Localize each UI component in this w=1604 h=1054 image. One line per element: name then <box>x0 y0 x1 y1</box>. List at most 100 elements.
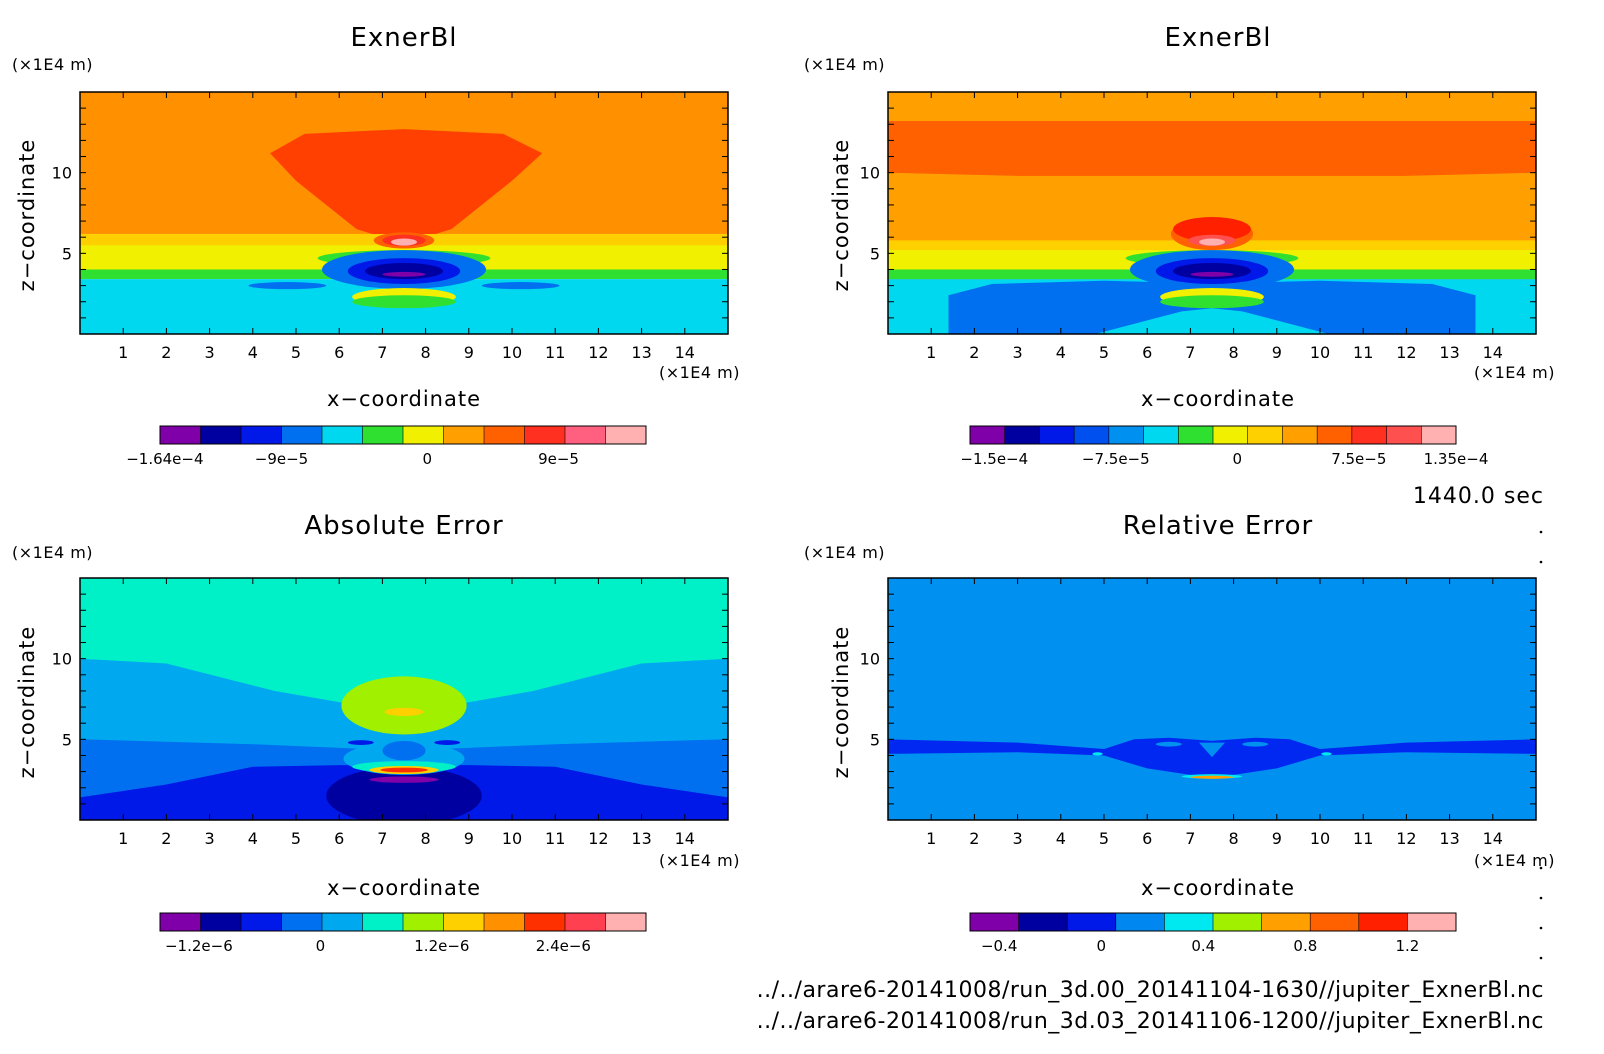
x-tick-label: 2 <box>161 343 171 362</box>
colorbar-swatch <box>1067 913 1117 931</box>
x-tick-label: 4 <box>1056 343 1066 362</box>
colorbar-swatch <box>1421 426 1457 444</box>
colorbar-swatch <box>524 913 566 931</box>
y-tick-label: 10 <box>52 164 72 183</box>
contour-blob <box>1321 752 1332 756</box>
x-tick-label: 11 <box>1353 829 1373 848</box>
x-tick-label: 7 <box>377 343 387 362</box>
panel-title: ExnerBl <box>1164 23 1271 53</box>
colorbar-swatch <box>605 913 647 931</box>
x-tick-label: 8 <box>1229 343 1239 362</box>
x-tick-label: 1 <box>926 829 936 848</box>
colorbar-swatch <box>362 913 404 931</box>
contour-region <box>1199 742 1225 758</box>
panel-title: Absolute Error <box>304 511 503 541</box>
contour-blob <box>352 295 456 309</box>
contour-blob <box>384 707 424 716</box>
x-tick-label: 8 <box>1229 829 1239 848</box>
colorbar-swatch <box>1358 913 1408 931</box>
contour-band <box>888 578 1536 820</box>
colorbar-swatch <box>241 426 282 444</box>
x-tick-label: 3 <box>205 829 215 848</box>
x-tick-label: 12 <box>1396 343 1416 362</box>
plot-frame <box>887 577 1537 821</box>
y-tick-label: 5 <box>62 244 72 263</box>
contour-fill <box>888 92 1536 334</box>
colorbar-swatch <box>1004 426 1040 444</box>
x-tick-label: 1 <box>118 343 128 362</box>
colorbar-swatch <box>1282 426 1318 444</box>
x-tick-label: 13 <box>1439 343 1459 362</box>
x-tick-label: 5 <box>291 829 301 848</box>
colorbar-swatch <box>160 426 201 444</box>
x-tick-label: 2 <box>161 829 171 848</box>
x-tick-label: 14 <box>675 829 695 848</box>
colorbar-swatch <box>1213 426 1249 444</box>
colorbar-swatch <box>443 426 485 444</box>
colorbar-swatch <box>524 426 566 444</box>
y-unit-label: (×1E4 m) <box>804 55 885 74</box>
colorbar: −0.4 0 0.4 0.8 1.2 <box>969 912 1457 955</box>
x-tick-label: 12 <box>588 343 608 362</box>
x-tick-label: 2 <box>969 343 979 362</box>
y-tick-label: 10 <box>52 650 72 669</box>
contour-blob <box>369 776 439 783</box>
colorbar-swatch <box>1143 426 1179 444</box>
x-tick-label: 4 <box>248 343 258 362</box>
x-tick-label: 14 <box>1483 343 1503 362</box>
contour-fill <box>80 92 728 334</box>
colorbar-swatch <box>1407 913 1457 931</box>
colorbar-tick-label: −1.64e−4 <box>126 450 203 468</box>
x-tick-label: 9 <box>464 343 474 362</box>
colorbar-tick-label: 9e−5 <box>538 450 579 468</box>
x-tick-label: 10 <box>502 343 522 362</box>
colorbar-swatch <box>1351 426 1388 444</box>
y-tick-label: 5 <box>870 730 880 749</box>
y-tick-label: 5 <box>870 244 880 263</box>
x-tick-label: 12 <box>1396 829 1416 848</box>
y-axis-label: z−coordinate <box>829 139 853 292</box>
x-tick-label: 6 <box>334 829 344 848</box>
colorbar-swatch <box>322 913 363 931</box>
colorbar-swatch <box>362 426 404 444</box>
contour-band <box>888 121 1536 176</box>
x-tick-label: 6 <box>1142 829 1152 848</box>
y-unit-label: (×1E4 m) <box>12 55 93 74</box>
x-tick-label: 13 <box>631 829 651 848</box>
contour-blob <box>341 676 467 735</box>
colorbar-tick-label: 1.35e−4 <box>1424 450 1489 468</box>
colorbar-tick-label: 0 <box>1096 937 1106 955</box>
contour-blob <box>1155 741 1182 747</box>
x-tick-label: 3 <box>205 343 215 362</box>
x-tick-label: 8 <box>421 829 431 848</box>
x-tick-label: 14 <box>1483 829 1503 848</box>
x-tick-label: 7 <box>377 829 387 848</box>
contour-blob <box>347 740 374 745</box>
colorbar-tick-label: 0 <box>423 450 433 468</box>
x-tick-label: 11 <box>545 829 565 848</box>
panel-title: Relative Error <box>1123 511 1314 541</box>
y-axis-label: z−coordinate <box>829 626 853 779</box>
colorbar-tick-label: −9e−5 <box>255 450 308 468</box>
x-tick-label: 2 <box>969 829 979 848</box>
x-tick-label: 14 <box>675 343 695 362</box>
x-tick-label: 6 <box>334 343 344 362</box>
colorbar-swatch <box>1074 426 1110 444</box>
colorbar-tick-label: 0.4 <box>1191 937 1215 955</box>
colorbar-swatch <box>605 426 647 444</box>
colorbar-swatch <box>160 913 201 931</box>
colorbar-swatch <box>1261 913 1311 931</box>
colorbar-swatch <box>1018 913 1068 931</box>
x-unit-label: (×1E4 m) <box>1474 851 1555 870</box>
colorbar-tick-label: −1.2e−6 <box>165 937 233 955</box>
contour-blob <box>380 767 428 773</box>
y-axis-label: z−coordinate <box>15 139 39 292</box>
colorbar-tick-label: −0.4 <box>981 937 1017 955</box>
contour-region <box>888 172 1536 246</box>
plot-frame <box>79 577 729 821</box>
y-unit-label: (×1E4 m) <box>12 543 93 562</box>
